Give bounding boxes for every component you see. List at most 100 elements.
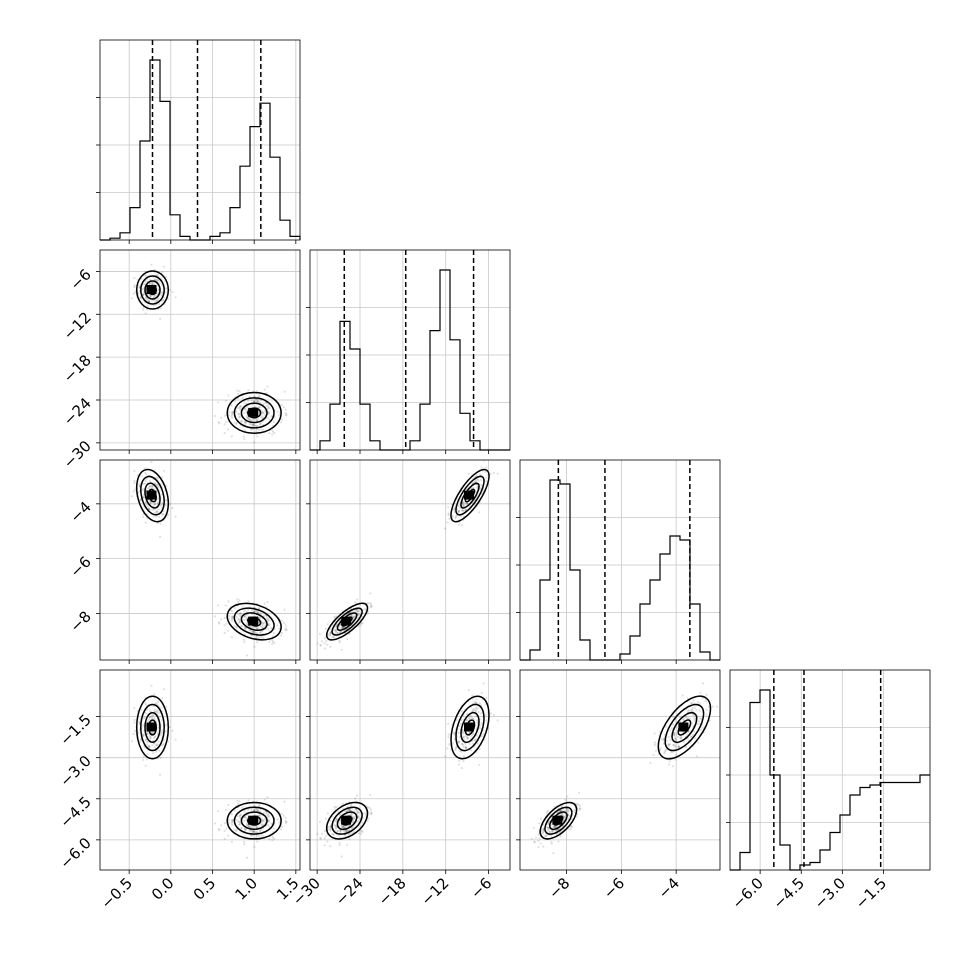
scatter-point [273,641,276,645]
scatter-point [161,744,164,747]
scatter-point [664,749,667,752]
scatter-point [157,273,160,276]
scatter-point [688,730,691,733]
scatter-point [323,844,326,847]
scatter-point [157,740,160,743]
scatter-point [356,608,359,611]
scatter-point [262,428,265,432]
scatter-point [233,828,236,831]
scatter-point [453,733,456,736]
scatter-point [341,626,344,630]
scatter-point [147,745,150,748]
scatter-point [278,627,281,630]
scatter-point [259,415,262,418]
scatter-point [231,413,234,416]
scatter-point [230,813,233,816]
scatter-point [257,825,260,828]
scatter-point [695,755,699,758]
scatter-point [546,826,549,829]
scatter-point [149,294,152,298]
scatter-point [268,406,271,409]
scatter-point [256,400,259,404]
scatter-point [146,505,149,508]
scatter-point [217,810,220,813]
scatter-point [347,834,350,837]
scatter-point [457,523,460,527]
scatter-point [239,614,242,618]
scatter-point [485,719,488,722]
scatter-point [153,508,156,511]
scatter-point [461,732,464,735]
scatter-point [470,716,473,720]
scatter-point [244,421,247,425]
scatter-point [231,821,234,824]
scatter-point [350,803,353,807]
scatter-point [238,621,241,624]
scatter-point [465,747,468,750]
scatter-point [329,829,332,832]
scatter-point [243,626,246,629]
density-peak [146,490,157,500]
scatter-point [247,825,250,828]
scatter-point [243,610,246,613]
scatter-point [323,829,326,833]
scatter-point [682,719,685,722]
scatter-point [352,821,355,824]
scatter-point [567,828,570,831]
scatter-point [345,829,348,833]
scatter-point [284,627,287,630]
scatter-point [325,834,328,837]
scatter-point [472,732,475,735]
scatter-point [460,524,463,527]
scatter-point [484,703,487,706]
scatter-point [161,697,164,700]
scatter-point [466,502,469,505]
scatter-point [240,625,243,628]
scatter-point [447,722,450,726]
scatter-point [343,829,346,833]
scatter-point [248,418,251,422]
scatter-point [476,485,479,488]
contour-mid [140,275,165,305]
scatter-point [233,809,236,812]
scatter-point [547,822,550,825]
scatter-point [462,745,465,749]
scatter-point [672,733,676,736]
scatter-point [133,479,136,482]
scatter-point [142,734,145,737]
scatter-point [247,418,250,421]
scatter-point [247,825,251,828]
scatter-point [144,521,147,524]
scatter-point [672,765,675,768]
y-tick-label: −30 [60,437,95,472]
scatter-point [370,812,373,815]
scatter-point [245,408,248,411]
scatter-point [237,802,240,805]
scatter-point [151,484,154,487]
scatter-point [240,826,243,830]
scatter-point [672,744,675,747]
scatter-point [154,511,157,514]
scatter-point [452,508,455,511]
scatter-point [350,614,353,617]
scatter-point [457,505,460,508]
scatter-point [448,743,451,746]
scatter-point [673,733,676,737]
scatter-point [545,834,548,837]
scatter-point [243,819,246,822]
scatter-point [252,423,255,426]
contour-inner [460,711,480,744]
scatter-point [338,843,341,847]
scatter-point [316,642,319,645]
scatter-point [248,625,251,628]
scatter-point [130,297,133,300]
scatter-point [369,811,373,814]
scatter-point [258,405,261,409]
scatter-point [259,829,262,832]
scatter-point [244,828,247,831]
scatter-point [329,828,332,831]
scatter-point [578,807,581,810]
scatter-point [261,626,264,629]
scatter-point [155,476,158,479]
scatter-point [285,413,288,416]
